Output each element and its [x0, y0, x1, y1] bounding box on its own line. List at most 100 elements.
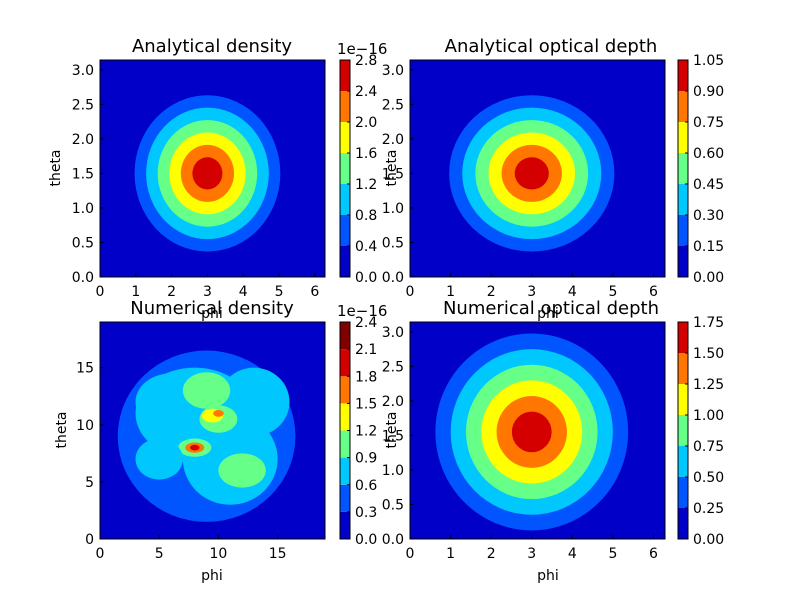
colorbar-tick-label: 0.6 [355, 478, 377, 494]
y-tick-labels: 0.0 0.5 1.0 1.5 2.0 2.5 3.0 [72, 63, 104, 286]
colorbar-segment-3 [678, 153, 688, 184]
colorbar-tick-label: 1.2 [355, 177, 377, 193]
x-tick-label: 5 [608, 284, 617, 300]
colorbar-tick-label: 1.6 [355, 146, 377, 162]
colorbar-tick-label: 0.60 [693, 146, 724, 162]
chart-title: Analytical density [132, 36, 292, 57]
colorbar-tick-label: 0.8 [355, 208, 377, 224]
colorbar: 0.00 0.15 0.30 0.45 0.60 0.75 0.90 1.05 [677, 53, 724, 286]
x-tick-label: 5 [608, 546, 617, 562]
y-tick-label: 1.5 [382, 166, 404, 182]
contour-blob-5 [182, 372, 231, 409]
x-tick-labels: 0 1 2 3 4 5 6 [406, 535, 658, 562]
y-tick-label: 3.0 [72, 63, 94, 79]
colorbar: 0.0 0.4 0.8 1.2 1.6 2.0 2.4 2.8 [339, 53, 377, 286]
plot-area [100, 60, 325, 277]
colorbar-frame [677, 321, 689, 540]
colorbar-segment-1 [340, 215, 350, 246]
plot-area [410, 322, 665, 539]
x-tick-label: 5 [275, 284, 284, 300]
colorbar-segment-0 [678, 246, 688, 277]
colorbar-tick-label: 0.9 [355, 451, 377, 467]
axes-frame [409, 321, 666, 540]
y-tick-label: 15 [76, 361, 94, 377]
x-tick-label: 1 [446, 546, 455, 562]
x-axis-label: phi [537, 306, 559, 322]
colorbar-tick-label: 0.00 [693, 532, 724, 548]
chart-title: Analytical optical depth [445, 36, 658, 57]
x-tick-label: 0 [96, 284, 105, 300]
x-tick-label: 5 [155, 546, 164, 562]
y-tick-label: 10 [76, 418, 94, 434]
y-tick-label: 1.5 [72, 166, 94, 182]
colorbar-segment-6 [678, 60, 688, 91]
colorbar-tick-label: 0.0 [355, 270, 377, 286]
colorbar-tick-label: 0.0 [355, 532, 377, 548]
x-tick-label: 4 [568, 546, 577, 562]
x-tick-label: 1 [131, 284, 140, 300]
contour-blob-8 [218, 453, 266, 488]
y-tick-label: 2.5 [382, 359, 404, 375]
colorbar-segment-3 [678, 415, 688, 446]
colorbar-segment-6 [340, 349, 350, 377]
x-tick-label: 10 [210, 546, 228, 562]
colorbar-segment-1 [340, 484, 350, 512]
y-tick-label: 1.0 [382, 463, 404, 479]
x-tick-label: 2 [487, 284, 496, 300]
y-tick-label: 2.0 [72, 132, 94, 148]
x-tick-label: 2 [167, 284, 176, 300]
colorbar-tick-label: 0.45 [693, 177, 724, 193]
x-tick-label: 4 [239, 284, 248, 300]
panel-numerical-density: Numerical density 0 5 10 15 0 5 10 15 phi thet… [54, 298, 387, 584]
x-tick-label: 0 [96, 546, 105, 562]
colorbar-tick-label: 0.75 [693, 439, 724, 455]
y-tick-label: 2.0 [382, 132, 404, 148]
panel-numerical-optical-depth: Numerical optical depth 0 1 2 3 4 5 6 0.0 0.5 1.… [382, 298, 724, 584]
chart-title: Numerical density [130, 298, 294, 319]
contour-blob-13 [213, 409, 224, 417]
x-tick-labels: 0 1 2 3 4 5 6 [406, 273, 658, 300]
x-axis-label: phi [201, 306, 223, 322]
colorbar-tick-label: 0.4 [355, 239, 377, 255]
x-tick-label: 6 [310, 284, 319, 300]
colorbar-segment-1 [678, 215, 688, 246]
y-tick-label: 0.5 [382, 235, 404, 251]
colorbar-tick-label: 2.4 [355, 315, 377, 331]
x-tick-label: 3 [527, 284, 536, 300]
panel-analytical-density: Analytical density 0 1 2 3 4 5 6 0.0 0.5 1.0 1.5 2… [48, 36, 387, 322]
y-axis-label: theta [384, 149, 400, 186]
y-tick-labels: 0.0 0.5 1.0 1.5 2.0 2.5 3.0 [382, 325, 414, 548]
colorbar-tick-label: 0.75 [693, 115, 724, 131]
colorbar-segment-0 [678, 508, 688, 539]
contour-blob-9 [135, 438, 183, 480]
y-tick-label: 1.0 [382, 201, 404, 217]
colorbar-tick-label: 0.15 [693, 239, 724, 255]
x-tick-label: 1 [446, 284, 455, 300]
colorbar-segment-7 [340, 322, 350, 350]
y-tick-label: 0.5 [382, 497, 404, 513]
contour-fill-level-6 [511, 411, 552, 453]
y-tick-label: 0.0 [72, 270, 94, 286]
axes-frame [409, 59, 666, 278]
colorbar-tick-label: 1.25 [693, 377, 724, 393]
contour-blob-12 [190, 444, 200, 451]
colorbar-segment-4 [678, 122, 688, 153]
x-tick-label: 3 [527, 546, 536, 562]
colorbar-segment-2 [340, 457, 350, 485]
plot-area [100, 322, 325, 539]
y-tick-labels: 0 5 10 15 [76, 361, 104, 548]
y-tick-label: 1.0 [72, 201, 94, 217]
x-tick-label: 0 [406, 546, 415, 562]
colorbar-tick-label: 0.90 [693, 84, 724, 100]
colorbar-tick-label: 1.05 [693, 53, 724, 69]
colorbar-segment-3 [340, 153, 350, 184]
y-tick-label: 0.0 [382, 532, 404, 548]
colorbar-tick-label: 1.00 [693, 408, 724, 424]
y-tick-label: 3.0 [382, 63, 404, 79]
colorbar-tick-label: 2.4 [355, 84, 377, 100]
colorbar-tick-label: 2.8 [355, 53, 377, 69]
colorbar-segment-4 [340, 403, 350, 431]
colorbar-segment-5 [340, 91, 350, 122]
colorbar-offset: 1e−16 [337, 302, 387, 320]
colorbar-segment-2 [678, 446, 688, 477]
